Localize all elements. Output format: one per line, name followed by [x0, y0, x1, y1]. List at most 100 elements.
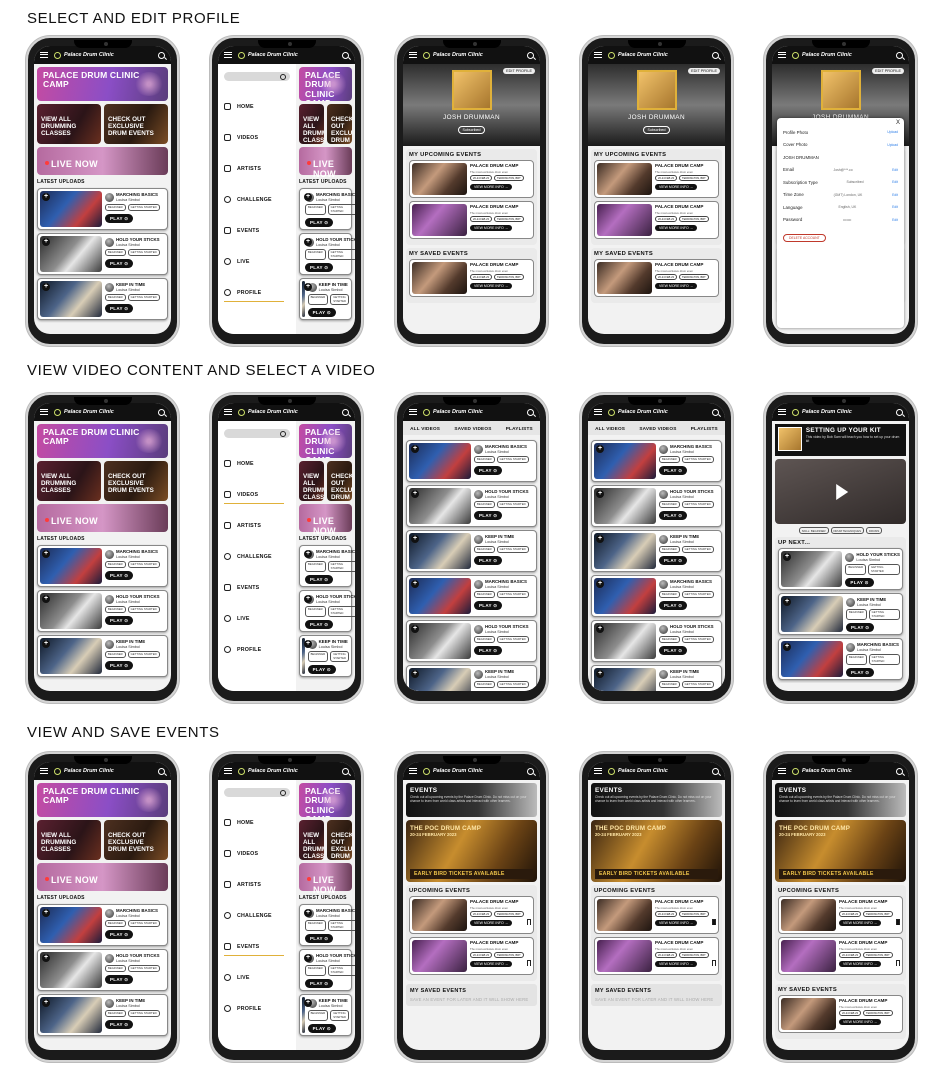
video-thumbnail[interactable]: + — [40, 236, 102, 272]
edit-profile-button[interactable]: EDIT PROFILE — [688, 68, 720, 74]
live-banner[interactable]: LIVE NOW — [299, 504, 352, 536]
video-card[interactable]: + HOLD YOUR STICKS Louisa Simbol BEGINNE… — [406, 620, 537, 662]
edit-link[interactable]: Edit — [892, 217, 898, 222]
video-card[interactable]: + HOLD YOUR STICKS Louisa Simbol BEGINNE… — [299, 590, 355, 632]
menu-item-home[interactable]: HOME — [224, 807, 290, 838]
play-button[interactable]: PLAY ⊙ — [305, 218, 334, 227]
video-card[interactable]: + KEEP IN TIME Louisa Simbol BEGINNER GET… — [591, 665, 722, 691]
search-icon[interactable] — [158, 767, 165, 775]
event-card[interactable]: PALACE DRUM CAMP The most exclusive drum… — [409, 896, 534, 934]
add-icon[interactable]: + — [42, 238, 50, 246]
video-card[interactable]: + HOLD YOUR STICKS Louisa Simbol BEGINNE… — [406, 485, 537, 527]
event-card[interactable]: PALACE DRUM CAMP The most exclusive drum… — [409, 201, 534, 239]
video-thumbnail[interactable]: + — [409, 623, 471, 659]
hero-banner[interactable]: PALACE DRUM CLINIC CAMP — [299, 67, 352, 101]
hero-banner[interactable]: PALACE DRUM CLINIC CAMP — [299, 783, 352, 817]
tab-all-videos[interactable]: ALL VIDEOS — [410, 425, 441, 431]
video-card[interactable]: + MARCHING BASICS Louisa Simbol BEGINNER… — [37, 188, 168, 230]
live-banner[interactable]: LIVE NOW — [37, 504, 168, 532]
view-more-button[interactable]: VIEW MORE INFO → — [655, 919, 698, 927]
search-icon[interactable] — [527, 51, 534, 59]
events-tile[interactable]: CHECK OUT EXCLUSIVE DRUM EVENTS — [327, 820, 352, 860]
view-more-button[interactable]: VIEW MORE INFO → — [655, 282, 698, 290]
video-card[interactable]: + KEEP IN TIME Louisa Simbol BEGINNER GET… — [406, 530, 537, 572]
video-thumbnail[interactable]: + — [40, 281, 102, 317]
view-more-button[interactable]: VIEW MORE INFO → — [839, 1018, 882, 1026]
video-thumbnail[interactable]: + — [40, 907, 102, 943]
bookmark-icon[interactable] — [527, 960, 531, 967]
video-card[interactable]: + MARCHING BASICS Louisa Simbol BEGINNER… — [406, 575, 537, 617]
add-icon[interactable]: + — [42, 999, 50, 1007]
edit-profile-button[interactable]: EDIT PROFILE — [503, 68, 535, 74]
play-button[interactable]: PLAY ⊙ — [659, 556, 688, 565]
video-card[interactable]: + MARCHING BASICS Louisa Simbol BEGINNER… — [778, 638, 903, 680]
hamburger-icon[interactable] — [40, 52, 48, 58]
play-button[interactable]: PLAY ⊙ — [305, 979, 334, 988]
event-card[interactable]: PALACE DRUM CAMP The most exclusive drum… — [594, 201, 719, 239]
add-icon[interactable]: + — [411, 580, 419, 588]
search-icon[interactable] — [342, 51, 349, 59]
poc-banner[interactable]: THE POC DRUM CAMP 20-24 FEBRUARY 2023 EARL… — [775, 820, 906, 882]
menu-item-home[interactable]: HOME — [224, 448, 290, 479]
play-button[interactable]: PLAY ⊙ — [105, 304, 134, 313]
menu-item-live[interactable]: LIVE — [224, 246, 290, 277]
events-tile[interactable]: CHECK OUT EXCLUSIVE DRUM EVENTS — [327, 104, 352, 144]
play-button[interactable]: PLAY ⊙ — [305, 620, 334, 629]
search-icon[interactable] — [712, 767, 719, 775]
add-icon[interactable]: + — [304, 595, 312, 603]
view-more-button[interactable]: VIEW MORE INFO → — [839, 919, 882, 927]
video-card[interactable]: + MARCHING BASICS Louisa Simbol BEGINNER… — [591, 440, 722, 482]
add-icon[interactable]: + — [42, 595, 50, 603]
classes-tile[interactable]: VIEW ALL DRUMMING CLASSES — [299, 820, 324, 860]
add-icon[interactable]: + — [304, 640, 312, 648]
hamburger-icon[interactable] — [409, 768, 417, 774]
video-thumbnail[interactable]: + — [409, 488, 471, 524]
video-thumbnail[interactable]: + — [302, 638, 312, 674]
edit-link[interactable]: Edit — [892, 180, 898, 185]
event-card[interactable]: PALACE DRUM CAMP The most exclusive drum… — [778, 937, 903, 975]
video-card[interactable]: + KEEP IN TIME Louisa Simbol BEGINNER GET… — [778, 593, 903, 635]
menu-item-artists[interactable]: ARTISTS — [224, 153, 290, 184]
video-thumbnail[interactable]: + — [781, 596, 843, 632]
search-icon[interactable] — [342, 767, 349, 775]
hamburger-icon[interactable] — [594, 52, 602, 58]
edit-link[interactable]: Edit — [892, 192, 898, 197]
play-button[interactable]: PLAY ⊙ — [846, 623, 875, 632]
live-banner[interactable]: LIVE NOW — [37, 863, 168, 891]
add-icon[interactable]: + — [783, 598, 791, 606]
live-banner[interactable]: LIVE NOW — [299, 147, 352, 179]
menu-item-challenge[interactable]: CHALLENGE — [224, 900, 290, 931]
tab-playlists[interactable]: PLAYLISTS — [690, 425, 718, 431]
hamburger-icon[interactable] — [778, 768, 786, 774]
video-card[interactable]: + HOLD YOUR STICKS Louisa Simbol BEGINNE… — [591, 620, 722, 662]
add-icon[interactable]: + — [411, 535, 419, 543]
view-more-button[interactable]: VIEW MORE INFO → — [470, 960, 513, 968]
classes-tile[interactable]: VIEW ALL DRUMMING CLASSES — [299, 461, 324, 501]
play-button[interactable]: PLAY ⊙ — [305, 934, 334, 943]
hamburger-icon[interactable] — [778, 409, 786, 415]
play-button[interactable]: PLAY ⊙ — [474, 511, 503, 520]
classes-tile[interactable]: VIEW ALL DRUMMING CLASSES — [37, 461, 101, 501]
hamburger-icon[interactable] — [224, 768, 232, 774]
add-icon[interactable]: + — [596, 535, 604, 543]
play-button[interactable]: PLAY ⊙ — [307, 665, 336, 674]
search-icon[interactable] — [527, 767, 534, 775]
menu-item-events[interactable]: EVENTS — [224, 215, 290, 246]
hamburger-icon[interactable] — [409, 52, 417, 58]
search-icon[interactable] — [712, 51, 719, 59]
menu-search-input[interactable] — [224, 429, 290, 438]
video-card[interactable]: + MARCHING BASICS Louisa Simbol BEGINNER… — [299, 545, 355, 587]
early-bird-button[interactable]: EARLY BIRD TICKETS AVAILABLE — [410, 869, 533, 879]
events-tile[interactable]: CHECK OUT EXCLUSIVE DRUM EVENTS — [104, 461, 168, 501]
search-icon[interactable] — [158, 51, 165, 59]
close-icon[interactable]: X — [895, 120, 900, 126]
hamburger-icon[interactable] — [224, 409, 232, 415]
video-thumbnail[interactable]: + — [594, 668, 656, 691]
search-icon[interactable] — [896, 51, 903, 59]
menu-item-live[interactable]: LIVE — [224, 962, 290, 993]
video-card[interactable]: + HOLD YOUR STICKS Louisa Simbol BEGINNE… — [37, 233, 168, 275]
video-thumbnail[interactable]: + — [302, 281, 312, 317]
menu-item-profile[interactable]: PROFILE — [224, 277, 290, 308]
event-card[interactable]: PALACE DRUM CAMP The most exclusive drum… — [778, 995, 903, 1033]
play-button[interactable]: PLAY ⊙ — [845, 578, 874, 587]
